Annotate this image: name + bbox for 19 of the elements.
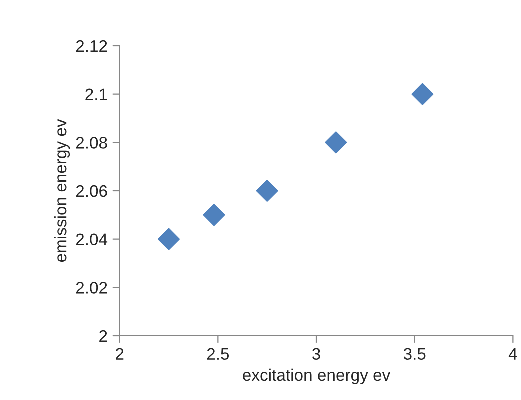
- x-tick-label: 4: [508, 348, 518, 360]
- x-tick-label: 2.5: [207, 348, 230, 360]
- x-tick-label: 3: [312, 348, 320, 360]
- x-axis-title: excitation energy ev: [243, 368, 391, 384]
- y-tick-label: 2.12: [76, 40, 108, 52]
- y-tick-label: 2.04: [76, 234, 108, 246]
- point: [325, 132, 348, 154]
- point: [256, 180, 278, 202]
- point: [203, 204, 226, 226]
- y-tick-label: 2.1: [86, 88, 108, 100]
- y-axis-title: emission energy ev: [54, 119, 70, 262]
- x-tick-label: 2: [116, 348, 124, 360]
- point: [158, 228, 180, 250]
- y-tick-label: 2.06: [76, 185, 108, 198]
- point: [412, 83, 434, 106]
- y-tick-label: 2.08: [76, 137, 108, 149]
- y-tick-label: 2: [100, 330, 108, 342]
- x-tick-label: 3.5: [404, 348, 426, 360]
- y-tick-label: 2.02: [76, 282, 108, 294]
